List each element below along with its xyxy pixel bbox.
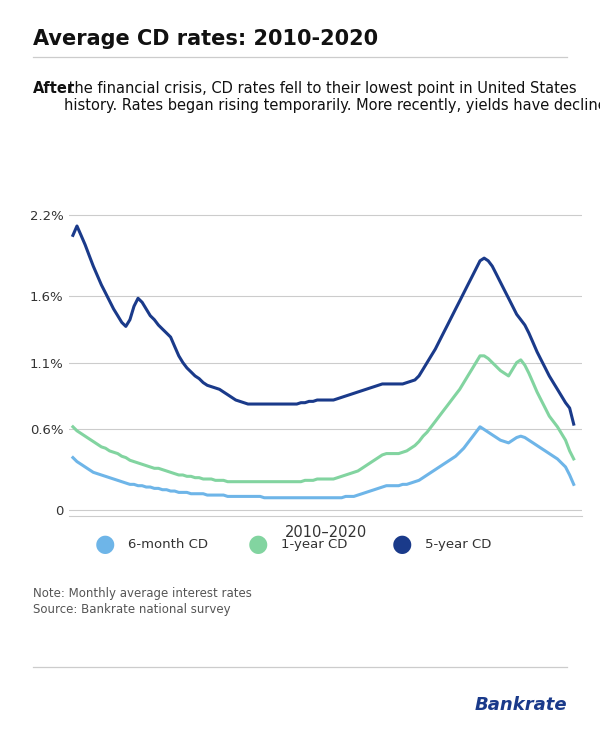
Text: 5-year CD: 5-year CD — [425, 538, 491, 551]
Text: ●: ● — [248, 532, 268, 556]
Text: 6-month CD: 6-month CD — [128, 538, 208, 551]
Text: Bankrate: Bankrate — [475, 696, 567, 714]
Text: ●: ● — [392, 532, 412, 556]
Text: the financial crisis, CD rates fell to their lowest point in United States
histo: the financial crisis, CD rates fell to t… — [64, 81, 600, 113]
Text: After: After — [33, 81, 75, 96]
X-axis label: 2010–2020: 2010–2020 — [284, 525, 367, 540]
Text: 1-year CD: 1-year CD — [281, 538, 347, 551]
Text: Source: Bankrate national survey: Source: Bankrate national survey — [33, 603, 230, 616]
Text: ●: ● — [95, 532, 115, 556]
Text: Average CD rates: 2010-2020: Average CD rates: 2010-2020 — [33, 29, 378, 49]
Text: Note: Monthly average interest rates: Note: Monthly average interest rates — [33, 587, 252, 599]
